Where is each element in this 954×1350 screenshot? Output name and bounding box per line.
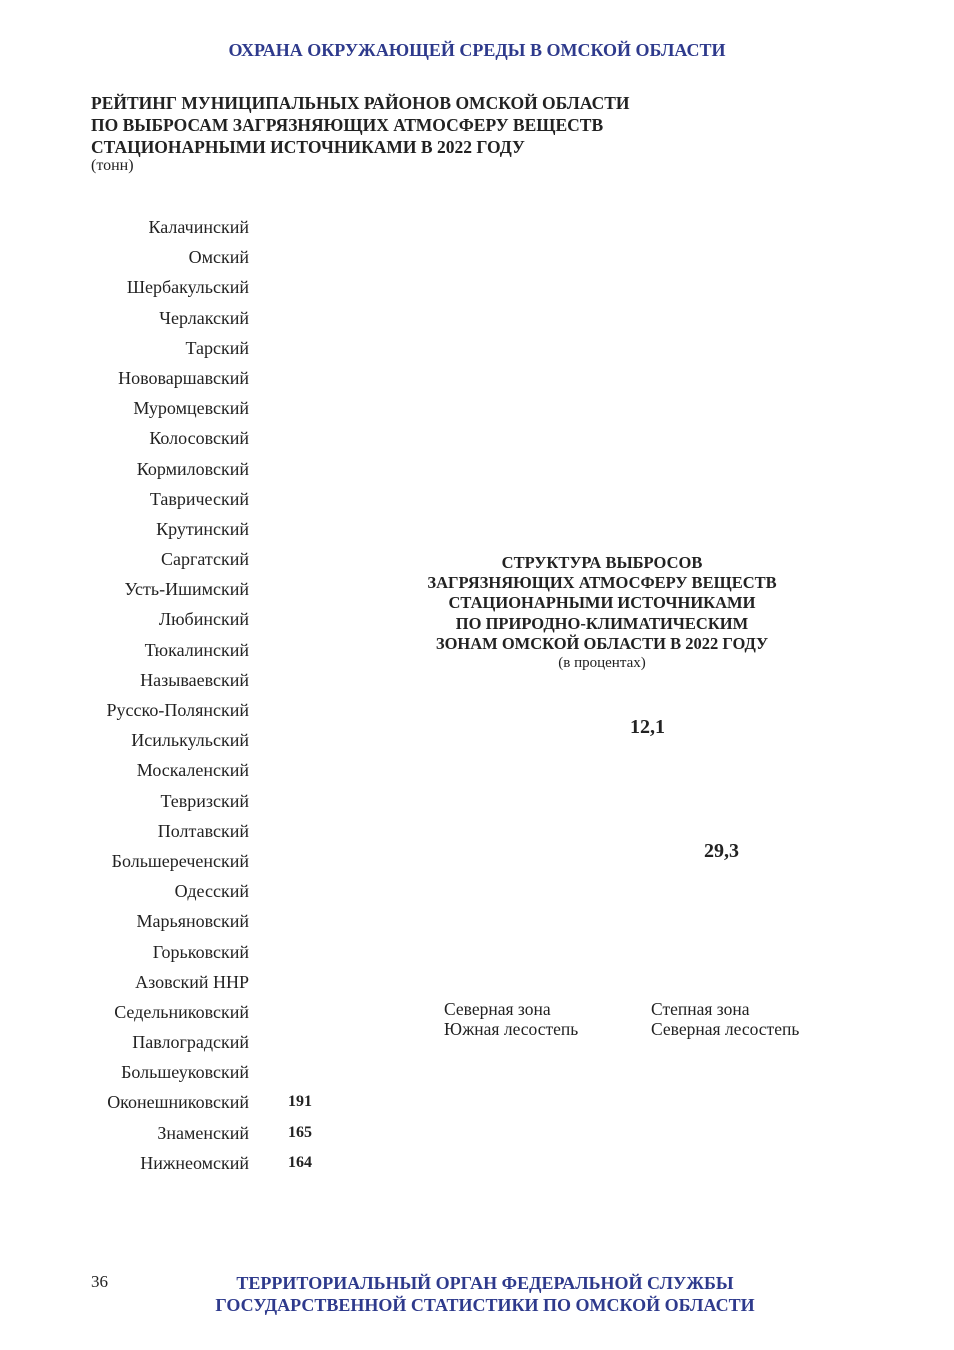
page-footer: ТЕРРИТОРИАЛЬНЫЙ ОРГАН ФЕДЕРАЛЬНОЙ СЛУЖБЫ…: [0, 1272, 954, 1316]
pie-title-line-3: СТАЦИОНАРНЫМИ ИСТОЧНИКАМИ: [448, 593, 756, 613]
district-label: Знаменский: [157, 1122, 249, 1143]
district-label: Омский: [188, 247, 249, 268]
district-label: Кормиловский: [136, 458, 249, 479]
district-label: Саргатский: [161, 549, 249, 570]
district-label: Любинский: [158, 609, 249, 630]
bar-value-label: [288, 937, 368, 967]
bar-value-label: [288, 303, 368, 333]
bar-value-label: [288, 1027, 368, 1057]
district-label: Павлоградский: [132, 1032, 249, 1053]
district-label: Крутинский: [156, 518, 249, 539]
district-label: Усть-Ишимский: [124, 579, 249, 600]
district-label: Тарский: [185, 337, 249, 358]
bar-value-label: [288, 544, 368, 574]
bar-value-label: [288, 363, 368, 393]
district-label: Муромцевский: [133, 398, 249, 419]
bar-value-label: [288, 272, 368, 302]
bar-value-label: [288, 816, 368, 846]
bar-value-label: [288, 725, 368, 755]
rating-chart-unit: (тонн): [91, 157, 134, 174]
bar-value-label: [288, 846, 368, 876]
district-label: Тевризский: [160, 790, 249, 811]
page-header: ОХРАНА ОКРУЖАЮЩЕЙ СРЕДЫ В ОМСКОЙ ОБЛАСТИ: [228, 40, 726, 60]
pie-title-line-4: ПО ПРИРОДНО-КЛИМАТИЧЕСКИМ: [455, 613, 749, 633]
rating-title-line-1: РЕЙТИНГ МУНИЦИПАЛЬНЫХ РАЙОНОВ ОМСКОЙ ОБЛ…: [91, 93, 630, 113]
pie-chart-unit: (в процентах): [558, 655, 646, 671]
district-label: Горьковский: [152, 941, 249, 962]
district-label: Большеуковский: [121, 1062, 249, 1083]
district-label: Большереченский: [111, 850, 249, 871]
pie-slice-label: 29,3: [704, 840, 739, 862]
bar-value-label: [288, 755, 368, 785]
district-label: Оконешниковский: [107, 1092, 249, 1113]
pie-title-line-2: ЗАГРЯЗНЯЮЩИХ АТМОСФЕРУ ВЕЩЕСТВ: [427, 573, 777, 593]
pie-legend-entry: Северная лесостепь: [651, 1019, 800, 1039]
district-label: Исилькульский: [131, 730, 249, 751]
bar-value-label: [288, 876, 368, 906]
bar-value-label: [288, 333, 368, 363]
pie-title-line-1: СТРУКТУРА ВЫБРОСОВ: [501, 553, 703, 572]
district-value-labels: 191 165 164: [288, 212, 368, 1178]
district-label: Шербакульский: [126, 277, 249, 298]
footer-line-1: ТЕРРИТОРИАЛЬНЫЙ ОРГАН ФЕДЕРАЛЬНОЙ СЛУЖБЫ: [236, 1273, 734, 1293]
pie-chart-title: СТРУКТУРА ВЫБРОСОВ ЗАГРЯЗНЯЮЩИХ АТМОСФЕР…: [402, 553, 802, 654]
district-label: Русско-Полянский: [106, 700, 249, 720]
district-label: Называевский: [140, 669, 249, 690]
bar-value-label: [288, 212, 368, 242]
district-label: Нововаршавский: [118, 367, 249, 388]
bar-value-label: [288, 1057, 368, 1087]
district-label: Таврический: [149, 488, 249, 509]
district-label: Нижнеомский: [140, 1152, 249, 1173]
bar-value-label: 164: [288, 1153, 312, 1171]
pie-slice-label: 12,1: [630, 716, 665, 738]
bar-value-label: [288, 454, 368, 484]
bar-value-label: [288, 997, 368, 1027]
bar-value-label: 191: [288, 1093, 312, 1111]
bar-value-label: [288, 665, 368, 695]
district-label: Колосовский: [149, 428, 249, 449]
footer-line-2: ГОСУДАРСТВЕННОЙ СТАТИСТИКИ ПО ОМСКОЙ ОБЛ…: [215, 1295, 755, 1315]
bar-value-label: [288, 906, 368, 936]
pie-legend-entry: Южная лесостепь: [444, 1019, 579, 1039]
district-label: Одесский: [174, 881, 249, 902]
pie-legend-entry: Северная зона: [444, 999, 551, 1019]
pie-legend-entry: Степная зона: [651, 999, 750, 1019]
district-label: Седельниковский: [114, 1001, 249, 1022]
bar-value-label: [288, 574, 368, 604]
bar-value-label: [288, 967, 368, 997]
rating-chart-title: РЕЙТИНГ МУНИЦИПАЛЬНЫХ РАЙОНОВ ОМСКОЙ ОБЛ…: [91, 92, 731, 158]
page-number: 36: [91, 1272, 108, 1291]
district-label: Марьяновский: [136, 911, 249, 932]
pie-title-line-5: ЗОНАМ ОМСКОЙ ОБЛАСТИ В 2022 ГОДУ: [435, 633, 769, 653]
district-label: Москаленский: [136, 760, 249, 781]
district-label: Полтавский: [157, 820, 249, 841]
bar-value-label: [288, 695, 368, 725]
bar-value-label: [288, 242, 368, 272]
district-category-labels: Калачинский Омский Шербакульский Черлакский…: [60, 212, 249, 1178]
rating-title-line-3: СТАЦИОНАРНЫМИ ИСТОЧНИКАМИ В 2022 ГОДУ: [91, 137, 525, 157]
bar-value-label: [288, 604, 368, 634]
rating-title-line-2: ПО ВЫБРОСАМ ЗАГРЯЗНЯЮЩИХ АТМОСФЕРУ ВЕЩЕС…: [91, 115, 604, 135]
bar-value-label: [288, 393, 368, 423]
district-label: Тюкалинский: [144, 639, 249, 660]
bar-value-label: [288, 423, 368, 453]
district-label: Калачинский: [148, 217, 250, 237]
bar-value-label: [288, 786, 368, 816]
district-label: Азовский ННР: [135, 971, 249, 992]
bar-value-label: [288, 484, 368, 514]
district-label: Черлакский: [159, 307, 249, 328]
bar-value-label: [288, 635, 368, 665]
bar-value-label: [288, 514, 368, 544]
bar-value-label: 165: [288, 1123, 312, 1141]
